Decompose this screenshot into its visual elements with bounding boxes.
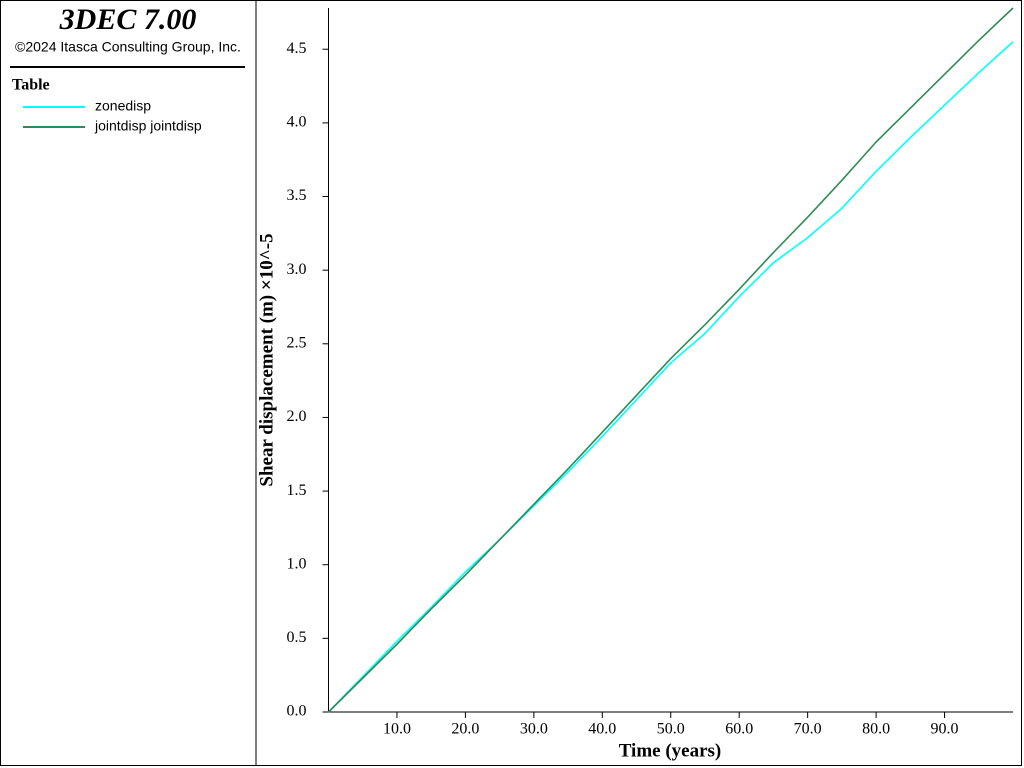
y-tick-label: 4.5: [287, 40, 307, 57]
x-tick-label: 80.0: [862, 721, 890, 738]
x-tick-label: 20.0: [451, 721, 479, 738]
x-tick-label: 90.0: [931, 721, 959, 738]
y-tick-label: 3.5: [287, 187, 307, 204]
y-tick-label: 0.5: [287, 629, 307, 646]
series-line: [327, 41, 1014, 713]
y-tick-label: 1.0: [287, 555, 307, 572]
y-tick-label: 2.0: [287, 408, 307, 425]
series-line: [327, 7, 1014, 713]
x-tick-label: 70.0: [794, 721, 822, 738]
x-tick-label: 30.0: [520, 721, 548, 738]
y-tick-label: 1.5: [287, 482, 307, 499]
y-tick-label: 3.0: [287, 261, 307, 278]
x-tick-label: 40.0: [588, 721, 616, 738]
x-axis-label: Time (years): [619, 740, 722, 761]
chart-subtitle: ©2024 Itasca Consulting Group, Inc.: [15, 39, 241, 55]
legend-label: zonedisp: [95, 98, 151, 114]
y-tick-label: 4.0: [287, 114, 307, 131]
x-tick-label: 10.0: [383, 721, 411, 738]
y-tick-label: 2.5: [287, 334, 307, 351]
legend-title: Table: [12, 77, 50, 94]
y-axis-label: Shear displacement (m) ×10^-5: [256, 233, 277, 486]
chart-title: 3DEC 7.00: [59, 3, 197, 36]
x-tick-label: 60.0: [725, 721, 753, 738]
y-tick-label: 0.0: [287, 703, 307, 720]
legend-label: jointdisp jointdisp: [94, 118, 202, 134]
x-tick-label: 50.0: [657, 721, 685, 738]
